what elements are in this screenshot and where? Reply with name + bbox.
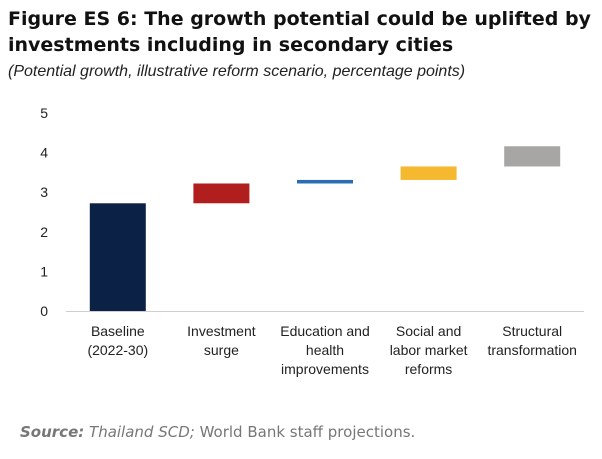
source-italic: Thailand SCD; xyxy=(89,423,195,441)
y-tick-label: 4 xyxy=(40,145,48,161)
chart-subtitle: (Potential growth, illustrative reform s… xyxy=(8,63,466,80)
x-tick-label: improvements xyxy=(281,361,369,377)
x-tick-label: transformation xyxy=(487,342,576,358)
bar-3 xyxy=(400,166,457,180)
x-tick-label: Social and xyxy=(396,323,461,339)
x-tick-label: labor market xyxy=(390,342,468,358)
x-tick-label: Education and xyxy=(280,323,370,339)
bar-1 xyxy=(193,183,250,204)
bar-4 xyxy=(504,146,561,167)
x-tick-label: Investment xyxy=(187,323,256,339)
x-tick-label: Baseline xyxy=(91,323,145,339)
source-rest: World Bank staff projections. xyxy=(194,423,416,441)
y-tick-label: 5 xyxy=(40,105,48,121)
bar-0 xyxy=(89,203,146,311)
bar-2 xyxy=(297,179,353,184)
x-tick-label: (2022-30) xyxy=(87,342,148,358)
y-tick-label: 3 xyxy=(40,184,48,200)
source-note: Source: Thailand SCD; World Bank staff p… xyxy=(20,423,415,441)
x-tick-label: reforms xyxy=(405,361,452,377)
y-tick-label: 1 xyxy=(40,263,48,279)
x-tick-label: health xyxy=(306,342,344,358)
chart-title: Figure ES 6: The growth potential could … xyxy=(8,8,591,56)
source-label: Source: xyxy=(20,423,85,441)
y-tick-label: 0 xyxy=(40,303,48,319)
x-tick-label: surge xyxy=(204,342,239,358)
x-tick-label: Structural xyxy=(502,323,562,339)
waterfall-chart: 0 1 2 3 4 5 Baseline (2022-30) Investment surge E… xyxy=(40,105,584,377)
y-tick-label: 2 xyxy=(40,224,48,240)
